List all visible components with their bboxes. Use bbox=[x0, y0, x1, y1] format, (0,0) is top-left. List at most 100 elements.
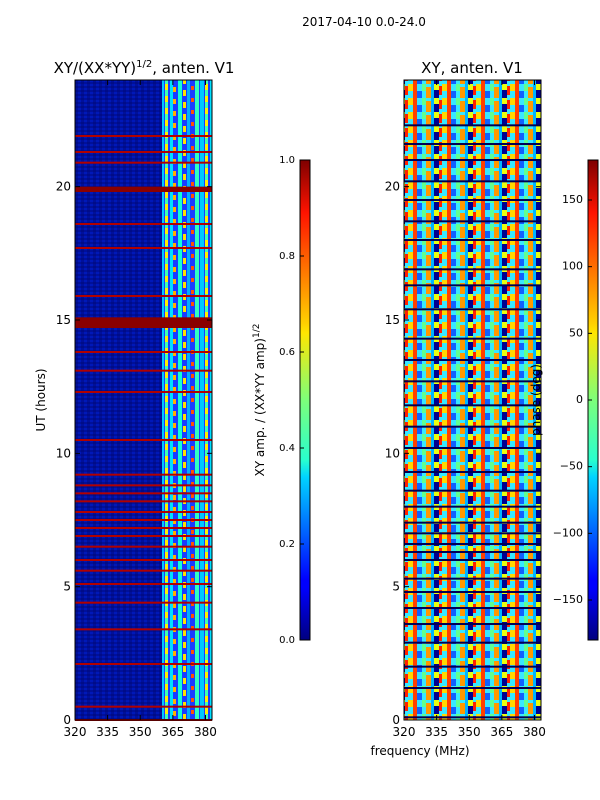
amp-rfi-line bbox=[75, 527, 212, 529]
amp-rfi-line bbox=[75, 559, 212, 561]
phase-dark-line bbox=[404, 489, 541, 492]
phase-dark-line bbox=[404, 143, 541, 145]
amp-x-tick-label: 380 bbox=[194, 725, 217, 739]
amp-y-tick-label: 5 bbox=[63, 580, 71, 594]
amp-colorbar-tick-label: 0.0 bbox=[279, 635, 295, 646]
amp-y-axis: 0 5 10 15 20 bbox=[56, 180, 212, 727]
amp-rfi-line bbox=[75, 511, 212, 513]
phase-colorbar-tick-label: 50 bbox=[569, 326, 583, 339]
amp-rfi-line bbox=[75, 473, 212, 476]
phase-panel-title: XY, anten. V1 bbox=[421, 59, 523, 77]
phase-heatmap bbox=[404, 80, 541, 720]
amp-colorbar-tick-label: 0.2 bbox=[279, 539, 295, 550]
amp-x-tick-label: 335 bbox=[96, 725, 119, 739]
phase-dark-line bbox=[404, 284, 541, 287]
phase-dark-line bbox=[404, 623, 541, 625]
phase-colorbar-tick-label: 0 bbox=[576, 393, 583, 406]
figure-suptitle: 2017-04-10 0.0-24.0 bbox=[302, 15, 426, 29]
phase-colorbar-tick-label: 150 bbox=[562, 193, 583, 206]
phase-x-axis: 320 335 350 365 380 bbox=[393, 80, 546, 739]
amp-rfi-line bbox=[75, 439, 212, 441]
phase-y-tick-label: 5 bbox=[392, 580, 400, 594]
phase-dark-line bbox=[404, 577, 541, 580]
amp-rfi-line bbox=[75, 391, 212, 393]
phase-dark-line bbox=[404, 124, 541, 127]
phase-colorbar-label: phase (deg) bbox=[529, 364, 543, 436]
phase-dark-line bbox=[404, 471, 541, 473]
amp-rfi-line bbox=[75, 583, 212, 585]
phase-dark-line bbox=[404, 559, 541, 561]
amp-rfi-line bbox=[75, 519, 212, 521]
phase-dark-line bbox=[404, 505, 541, 508]
phase-dark-line bbox=[404, 308, 541, 311]
phase-dark-line bbox=[404, 641, 541, 644]
amp-colorbar-tick-label: 1.0 bbox=[279, 155, 295, 166]
amp-rfi-line bbox=[75, 601, 212, 604]
phase-y-tick-label: 15 bbox=[385, 313, 400, 327]
phase-dark-line bbox=[404, 532, 541, 535]
amp-colorbar-tick-label: 0.8 bbox=[279, 251, 295, 262]
amp-colorbar-label: XY amp. / (XX*YY amp)1/2 bbox=[252, 324, 267, 477]
phase-y-axis: 0 5 10 15 20 bbox=[385, 180, 541, 727]
phase-dark-line bbox=[404, 199, 541, 201]
phase-x-tick-label: 380 bbox=[523, 725, 546, 739]
amp-rfi-line bbox=[75, 295, 212, 297]
phase-dark-line bbox=[404, 220, 541, 223]
amp-rfi-band bbox=[75, 317, 212, 328]
amp-x-axis: 320 335 350 365 380 bbox=[64, 80, 217, 739]
amp-rfi-line bbox=[75, 135, 212, 137]
phase-dark-line bbox=[404, 380, 541, 383]
amp-x-tick-label: 350 bbox=[129, 725, 152, 739]
phase-dark-line bbox=[404, 159, 541, 161]
amp-plot-frame bbox=[74, 79, 213, 721]
phase-dark-line bbox=[404, 268, 541, 271]
amp-x-tick-label: 320 bbox=[64, 725, 87, 739]
phase-dark-line bbox=[404, 359, 541, 361]
amp-y-tick-label: 10 bbox=[56, 446, 71, 460]
amp-y-tick-label: 0 bbox=[63, 713, 71, 727]
phase-dark-line bbox=[404, 404, 541, 407]
phase-x-tick-label: 320 bbox=[393, 725, 416, 739]
phase-y-tick-label: 20 bbox=[385, 180, 400, 194]
amp-rfi-line bbox=[75, 161, 212, 164]
amp-rfi-line bbox=[75, 223, 212, 225]
phase-dark-line bbox=[404, 447, 541, 449]
phase-dark-line bbox=[404, 665, 541, 668]
amp-rfi-line bbox=[75, 484, 212, 487]
phase-dark-line bbox=[404, 687, 541, 689]
amp-rfi-line bbox=[75, 247, 212, 249]
phase-dark-line bbox=[404, 239, 541, 241]
phase-x-tick-label: 365 bbox=[490, 725, 513, 739]
amp-panel-title: XY/(XX*YY)1/2, anten. V1 bbox=[54, 59, 235, 77]
amp-heatmap-high-band bbox=[162, 80, 212, 720]
phase-colorbar-tick-label: −150 bbox=[553, 593, 583, 606]
amp-rfi-line bbox=[75, 535, 212, 537]
amp-colorbar-ticks: 0.0 0.2 0.4 0.6 0.8 1.0 bbox=[279, 155, 304, 646]
amp-rfi-line bbox=[75, 492, 212, 495]
amp-colorbar-tick-label: 0.4 bbox=[279, 443, 295, 454]
phase-colorbar-ticks: 150 100 50 0 −50 −100 −150 bbox=[553, 193, 592, 606]
phase-dark-line bbox=[404, 337, 541, 340]
amp-rfi-line bbox=[75, 351, 212, 353]
amp-heatmap bbox=[75, 80, 212, 721]
phase-dark-line bbox=[404, 716, 541, 719]
amp-colorbar-gradient bbox=[299, 159, 311, 641]
amp-panel: XY/(XX*YY)1/2, anten. V1 320 335 350 365 380… bbox=[34, 59, 234, 739]
amp-y-axis-label: UT (hours) bbox=[34, 368, 48, 431]
phase-x-tick-label: 350 bbox=[458, 725, 481, 739]
phase-dark-line bbox=[404, 521, 541, 524]
phase-dark-line bbox=[404, 543, 541, 545]
phase-y-tick-label: 0 bbox=[392, 713, 400, 727]
amp-rfi-line bbox=[75, 663, 212, 665]
phase-dark-line bbox=[404, 425, 541, 428]
phase-colorbar-tick-label: −100 bbox=[553, 526, 583, 539]
amp-y-tick-label: 20 bbox=[56, 180, 71, 194]
phase-heatmap-background bbox=[404, 80, 541, 720]
phase-dark-line bbox=[404, 551, 541, 553]
amp-x-tick-label: 365 bbox=[161, 725, 184, 739]
phase-plot-frame bbox=[403, 79, 542, 721]
phase-colorbar-tick-label: 100 bbox=[562, 260, 583, 273]
amp-y-tick-label: 15 bbox=[56, 313, 71, 327]
phase-dark-line bbox=[404, 591, 541, 593]
